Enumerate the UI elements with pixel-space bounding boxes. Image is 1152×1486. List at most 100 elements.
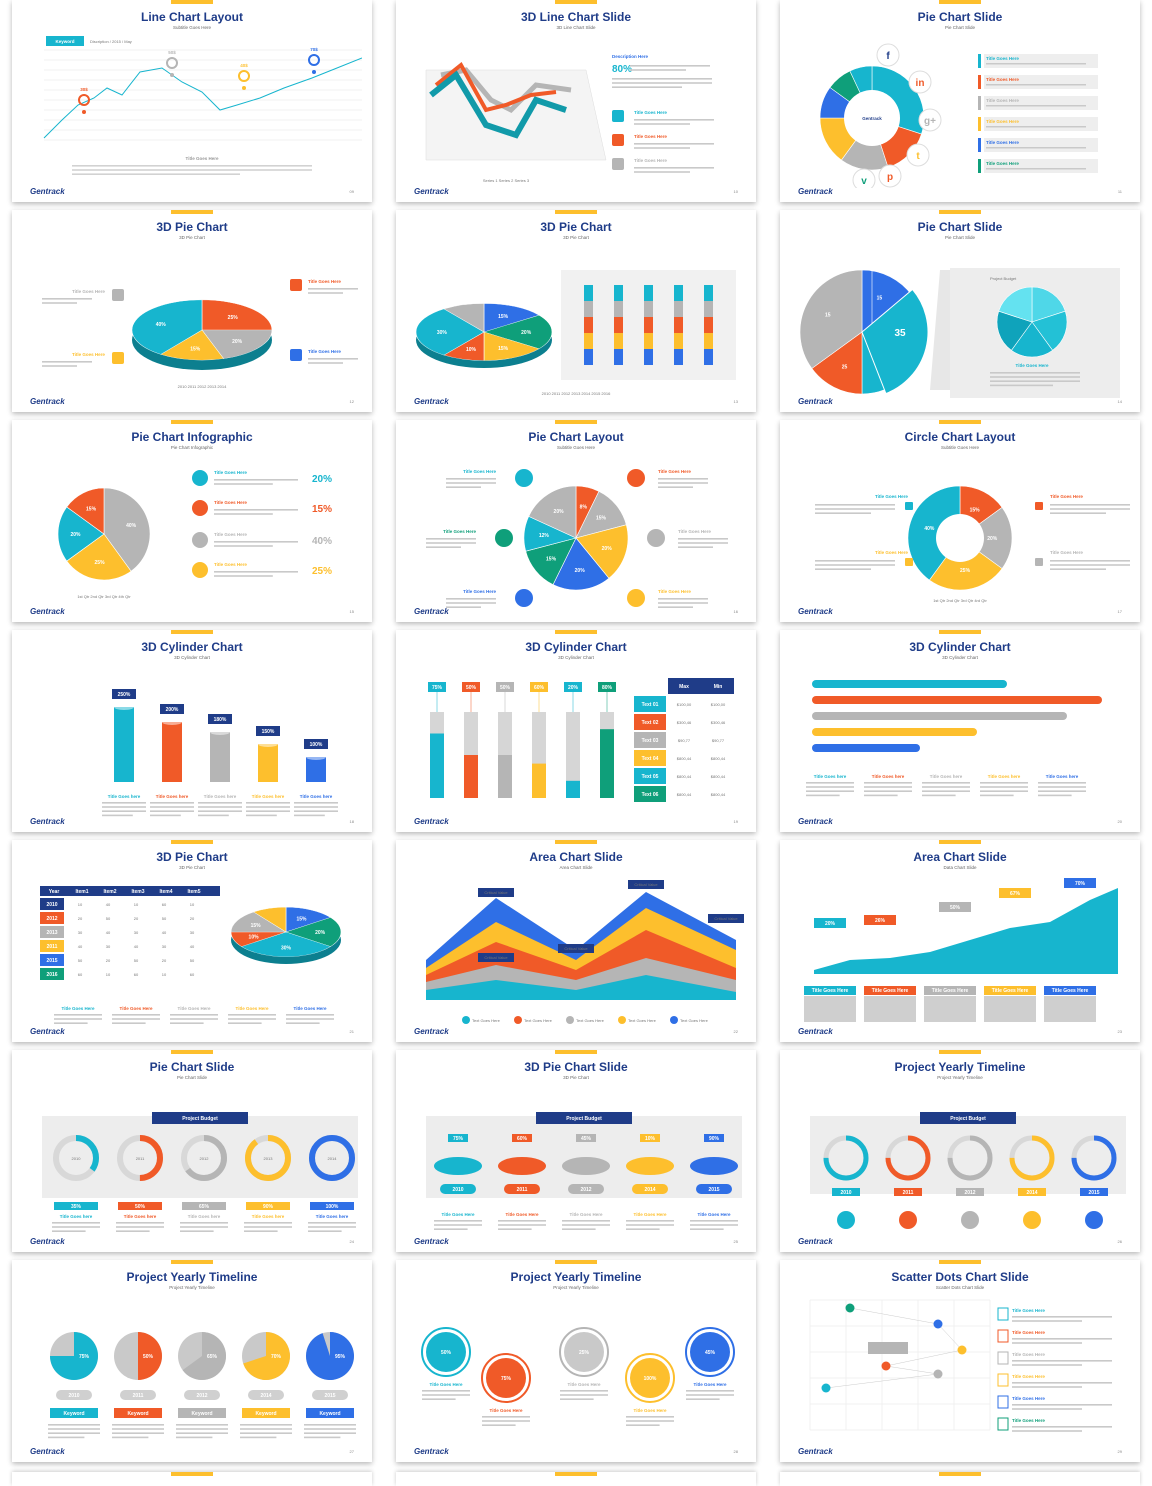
text-line bbox=[815, 568, 871, 570]
text-line bbox=[48, 1436, 85, 1439]
map-pin-icon bbox=[78, 94, 90, 106]
bar-segment bbox=[704, 333, 713, 349]
slide-thumbnail[interactable]: Pie Chart Slide Pie Chart Slide Gentrack… bbox=[780, 210, 1140, 412]
slice-label: 20% bbox=[70, 532, 81, 538]
row-label-cell bbox=[634, 696, 666, 712]
row-label-cell bbox=[634, 768, 666, 784]
year-label: 2015 bbox=[324, 1393, 335, 1399]
text-line bbox=[214, 513, 273, 515]
pct-bar bbox=[310, 1202, 354, 1210]
row-label: Text 01 bbox=[642, 702, 659, 708]
table-header bbox=[668, 678, 734, 694]
text-line bbox=[482, 1424, 516, 1426]
scatter-dot bbox=[933, 1369, 943, 1379]
callout-box bbox=[478, 953, 514, 962]
slide-thumbnail[interactable]: Project Yearly Timeline Project Yearly T… bbox=[780, 1050, 1140, 1252]
row-label-cell bbox=[634, 732, 666, 748]
value-tag bbox=[496, 682, 514, 692]
year-cell bbox=[40, 912, 64, 924]
slide-thumbnail[interactable]: 3D Pie Chart 3D Pie Chart Gentrack 12 25%… bbox=[12, 210, 372, 412]
year-cell bbox=[40, 968, 64, 980]
slide-thumbnail[interactable]: 3D Pie Chart 3D Pie Chart Gentrack 13 15%… bbox=[396, 210, 756, 412]
callout-box bbox=[1064, 878, 1096, 888]
slide-thumbnail[interactable]: 3D Cylinder Chart 3D Cylinder Chart Gent… bbox=[396, 630, 756, 832]
slide-thumbnail[interactable]: Area Chart Slide Data Chart Slide Gentra… bbox=[780, 840, 1140, 1042]
text-line bbox=[1038, 794, 1072, 797]
slide-subtitle: Subtitle Goes Here bbox=[172, 25, 212, 30]
page-number: 09 bbox=[349, 189, 354, 194]
slide-thumbnail[interactable]: 3D Cylinder Chart 3D Cylinder Chart Gent… bbox=[12, 630, 372, 832]
text-line bbox=[116, 1222, 164, 1224]
info-icon bbox=[192, 562, 208, 578]
text-line bbox=[864, 790, 912, 792]
slide-subtitle: Data Chart Slide bbox=[943, 865, 977, 870]
table-cell: 2011 bbox=[47, 944, 58, 950]
text-line bbox=[244, 1222, 292, 1224]
feature-icon bbox=[627, 469, 645, 487]
text-line bbox=[308, 288, 358, 290]
legend-bar bbox=[978, 117, 981, 131]
item-title: Title Goes here bbox=[156, 794, 189, 799]
slide-thumbnail[interactable]: 3D Line Chart Slide 3D Line Chart Slide … bbox=[396, 0, 756, 202]
social-icon bbox=[876, 43, 900, 67]
text-line bbox=[1050, 512, 1106, 514]
legend-label: Text Goes Here bbox=[472, 1018, 501, 1023]
slide-thumbnail-partial[interactable] bbox=[780, 1472, 1140, 1486]
text-line bbox=[102, 814, 133, 817]
legend-bar bbox=[978, 75, 981, 89]
slide-thumbnail[interactable]: Project Yearly Timeline Project Yearly T… bbox=[396, 1260, 756, 1462]
brand-logo: Gentrack bbox=[30, 187, 65, 196]
slide-thumbnail[interactable]: Line Chart Layout Subtitle Goes Here Gen… bbox=[12, 0, 372, 202]
bubble-fill bbox=[690, 1332, 730, 1372]
slide-thumbnail[interactable]: Area Chart Slide Area Chart Slide Gentra… bbox=[396, 840, 756, 1042]
slide-thumbnail-partial[interactable] bbox=[12, 1472, 372, 1486]
slice-label: 20% bbox=[232, 339, 243, 345]
cylinder-bar bbox=[114, 707, 134, 782]
social-icon bbox=[290, 279, 302, 291]
callout-label: 20% bbox=[825, 921, 836, 927]
year-label: 2015 bbox=[708, 1187, 719, 1193]
text-line bbox=[112, 1428, 164, 1430]
card-body bbox=[924, 996, 976, 1022]
text-line bbox=[214, 509, 298, 511]
legend-title: Title Goes Here bbox=[986, 140, 1019, 145]
slide-graphic: 40% 25% 20% 15% Title Goes Here 20% Title Goes… bbox=[57, 470, 332, 599]
bar-segment bbox=[614, 349, 623, 365]
text-line bbox=[246, 810, 290, 812]
accent-bar bbox=[171, 210, 213, 214]
horizontal-bar bbox=[812, 728, 977, 736]
table-head: Item4 bbox=[159, 889, 172, 895]
text-line bbox=[990, 384, 1053, 387]
text-line bbox=[562, 1228, 596, 1230]
slide-thumbnail[interactable]: 3D Cylinder Chart 3D Cylinder Chart Gent… bbox=[780, 630, 1140, 832]
text-line bbox=[228, 1018, 276, 1020]
slide-thumbnail[interactable]: Circle Chart Layout Subtitle Goes Here G… bbox=[780, 420, 1140, 622]
ring-year: 2010 bbox=[72, 1156, 82, 1161]
pie-slice bbox=[1031, 286, 1066, 323]
text-line bbox=[102, 802, 146, 804]
slide-title: Project Yearly Timeline bbox=[894, 1060, 1026, 1074]
cylinder-top bbox=[258, 741, 278, 747]
slide-thumbnail[interactable]: Pie Chart Slide Pie Chart Slide Gentrack… bbox=[12, 1050, 372, 1252]
slide-thumbnail[interactable]: Pie Chart Slide Pie Chart Slide Gentrack… bbox=[780, 0, 1140, 202]
table-cell: 20 bbox=[78, 916, 83, 921]
page-number: 15 bbox=[349, 609, 354, 614]
slide-thumbnail[interactable]: Scatter Dots Chart Slide Scatter Dots Ch… bbox=[780, 1260, 1140, 1462]
slide-thumbnail[interactable]: Pie Chart Infographic Pie Chart Infograp… bbox=[12, 420, 372, 622]
table-head: Item5 bbox=[187, 889, 200, 895]
item-title: Title Goes Here bbox=[443, 529, 476, 534]
text-line bbox=[48, 1432, 100, 1434]
text-line bbox=[102, 806, 146, 808]
description-title: Description Here bbox=[612, 54, 649, 59]
slide-thumbnail[interactable]: Project Yearly Timeline Project Yearly T… bbox=[12, 1260, 372, 1462]
text-line bbox=[446, 602, 496, 604]
value-label: 50% bbox=[500, 685, 511, 691]
text-line bbox=[304, 1424, 356, 1426]
slide-thumbnail-partial[interactable] bbox=[396, 1472, 756, 1486]
slide-thumbnail[interactable]: 3D Pie Chart Slide 3D Pie Chart Gentrack… bbox=[396, 1050, 756, 1252]
slice-label: 15% bbox=[596, 516, 607, 522]
slide-thumbnail[interactable]: Pie Chart Layout Subtitle Goes Here Gent… bbox=[396, 420, 756, 622]
slide-thumbnail[interactable]: 3D Pie Chart 3D Pie Chart Gentrack 21 Yea… bbox=[12, 840, 372, 1042]
slice-label: 12% bbox=[539, 533, 550, 539]
page-number: 11 bbox=[1117, 189, 1122, 194]
